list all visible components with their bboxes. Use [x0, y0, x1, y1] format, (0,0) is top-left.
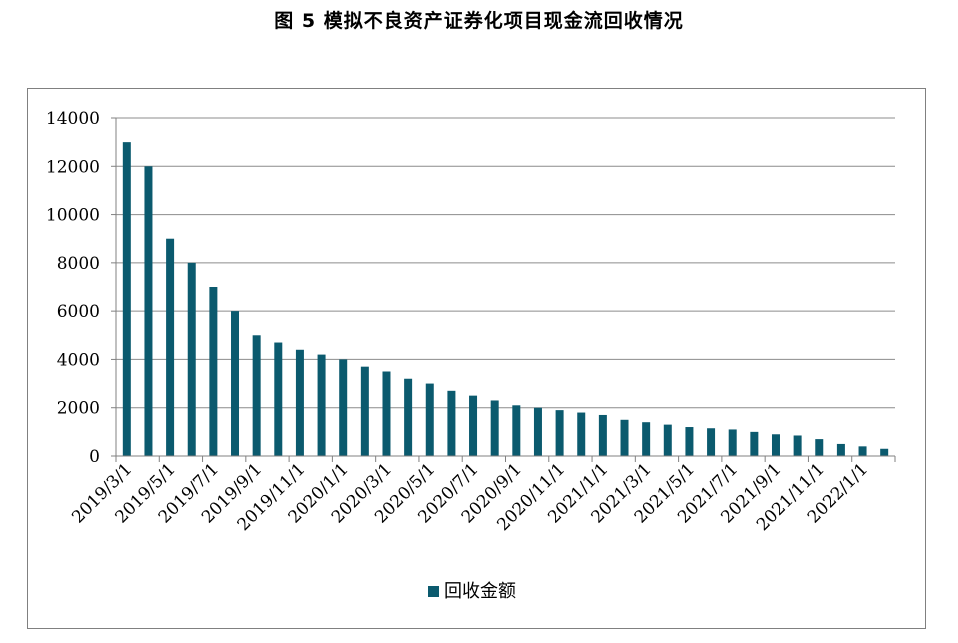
bar [252, 335, 261, 456]
y-tick-label: 4000 [57, 350, 100, 370]
legend: 回收金额 [428, 581, 516, 602]
y-tick-label: 2000 [57, 399, 100, 419]
bar [122, 142, 131, 456]
bar [728, 429, 737, 456]
bars [122, 142, 889, 456]
bar [793, 435, 802, 456]
bar [512, 405, 521, 456]
bar [577, 412, 586, 456]
bar [663, 424, 672, 456]
y-tick-label: 8000 [57, 254, 100, 274]
bar [880, 448, 889, 456]
bar [815, 439, 824, 456]
bar [317, 354, 326, 456]
gridlines [116, 117, 895, 409]
bar-chart: 0 2000 4000 6000 8000 10000 12000 14000 2019/3/… [46, 109, 896, 602]
x-tick-labels: 2019/3/12019/5/12019/7/12019/9/12019/11/… [68, 459, 872, 535]
y-tick-label: 10000 [46, 206, 100, 226]
bar [404, 378, 413, 456]
bar [771, 434, 780, 456]
legend-label: 回收金额 [444, 581, 516, 602]
bar [382, 371, 391, 456]
bar [425, 383, 434, 456]
y-tick-label: 6000 [57, 302, 100, 322]
bar [209, 287, 218, 456]
bar [447, 390, 456, 456]
y-tick-label: 14000 [46, 109, 100, 129]
bar [360, 366, 369, 456]
bar [144, 166, 153, 456]
bar [598, 414, 607, 456]
bar [295, 349, 304, 456]
y-tick-label: 0 [89, 447, 100, 467]
bar [187, 262, 196, 456]
bar [858, 446, 867, 456]
bar [707, 428, 716, 456]
bar [555, 410, 564, 456]
bar [490, 400, 499, 456]
figure-title: 图 5 模拟不良资产证券化项目现金流回收情况 [274, 10, 684, 32]
legend-swatch [428, 586, 439, 597]
bar [533, 407, 542, 456]
y-tick-labels: 0 2000 4000 6000 8000 10000 12000 14000 [46, 109, 100, 467]
bar [231, 311, 240, 456]
bar [620, 419, 629, 456]
bar [750, 431, 759, 456]
bar [685, 427, 694, 456]
chart-area: 0 2000 4000 6000 8000 10000 12000 14000 2019/3/… [27, 88, 926, 629]
bar [642, 422, 651, 456]
bar [339, 359, 348, 456]
axes [111, 117, 896, 462]
bar [836, 443, 845, 456]
bar [166, 238, 175, 456]
bar [469, 395, 478, 456]
bar [274, 342, 283, 456]
y-tick-label: 12000 [46, 157, 100, 177]
